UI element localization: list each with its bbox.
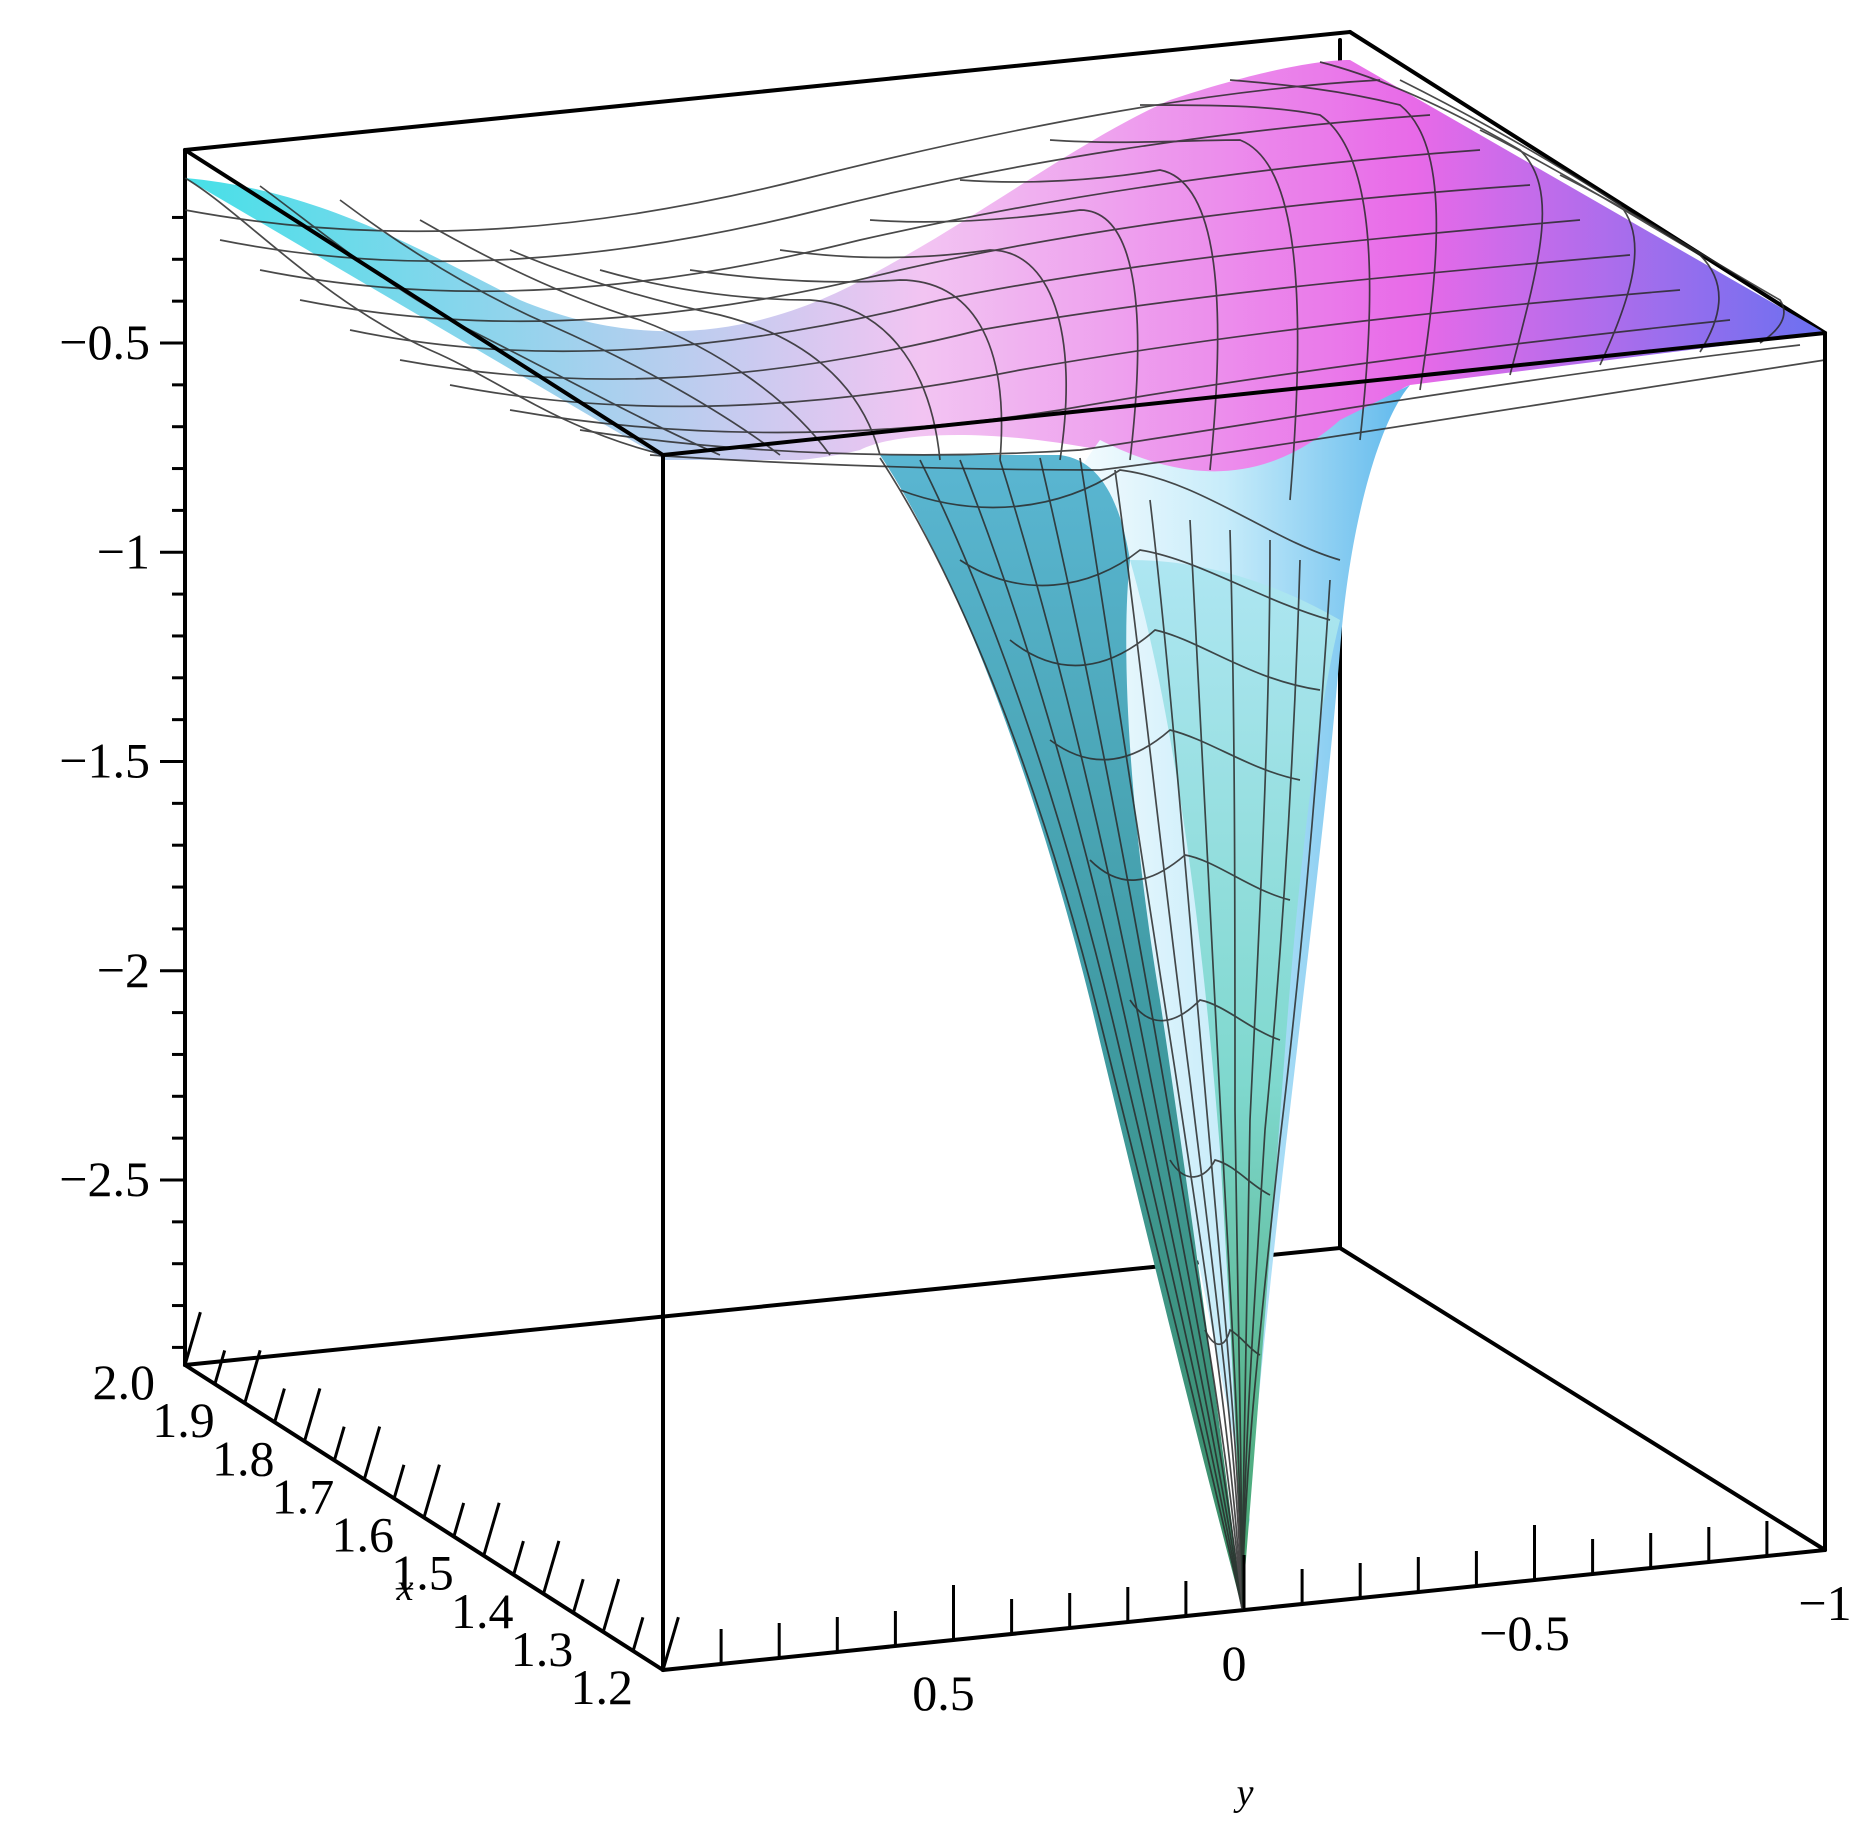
x-tick bbox=[661, 1616, 680, 1671]
surface-plateau bbox=[185, 60, 1825, 650]
x-tick bbox=[362, 1426, 382, 1480]
y-tick-label: −1 bbox=[1798, 1575, 1851, 1631]
surface-mesh-funnel bbox=[879, 457, 1341, 1609]
x-tick-label: 1.8 bbox=[212, 1430, 275, 1486]
z-tick-label: −1 bbox=[97, 523, 150, 579]
x-tick bbox=[303, 1388, 322, 1442]
x-tick-label: 1.5 bbox=[391, 1545, 454, 1601]
x-tick-label: 1.9 bbox=[152, 1392, 215, 1448]
surface bbox=[184, 60, 1826, 1609]
x-tick bbox=[332, 1426, 346, 1461]
x-axis: 1.21.31.41.51.61.71.81.92.0 x bbox=[93, 1311, 680, 1715]
y-axis-label: y bbox=[1233, 1772, 1254, 1814]
z-axis: −0.5 −1 −1.5 −2 −2.5 bbox=[59, 215, 185, 1349]
y-tick-label: 0.5 bbox=[912, 1665, 975, 1721]
y-tick-label: 0 bbox=[1222, 1635, 1247, 1691]
y-tick-label: −0.5 bbox=[1479, 1605, 1570, 1661]
x-tick bbox=[243, 1349, 262, 1404]
x-tick bbox=[601, 1578, 621, 1633]
x-tick bbox=[392, 1464, 406, 1499]
x-tick bbox=[183, 1311, 202, 1366]
z-tick-label: −1.5 bbox=[59, 733, 150, 789]
z-tick-label: −2 bbox=[97, 942, 150, 998]
z-tick-label: −2.5 bbox=[59, 1151, 150, 1207]
x-tick bbox=[273, 1388, 286, 1423]
box-back-edges bbox=[183, 30, 1827, 1367]
x-tick bbox=[571, 1578, 585, 1614]
surface-mesh-plateau bbox=[184, 61, 1826, 501]
x-tick-label: 1.4 bbox=[451, 1583, 514, 1639]
x-tick-label: 1.2 bbox=[571, 1659, 634, 1715]
x-tick bbox=[482, 1502, 501, 1557]
z-tick-label: −0.5 bbox=[59, 314, 150, 370]
y-axis: 0.5 0 −0.5 −1 y bbox=[661, 1495, 1852, 1814]
x-tick bbox=[631, 1616, 645, 1652]
x-tick bbox=[542, 1540, 561, 1595]
x-tick-label: 2.0 bbox=[93, 1354, 156, 1410]
x-tick bbox=[422, 1464, 441, 1518]
x-tick-label: 1.3 bbox=[511, 1621, 574, 1677]
x-tick bbox=[452, 1502, 466, 1537]
x-tick-label: 1.6 bbox=[332, 1507, 395, 1563]
x-tick-label: 1.7 bbox=[272, 1468, 335, 1524]
surface-front-left-wall bbox=[880, 455, 1242, 1608]
x-tick bbox=[512, 1540, 525, 1576]
x-axis-label: x bbox=[396, 1567, 414, 1609]
x-tick bbox=[213, 1350, 227, 1385]
